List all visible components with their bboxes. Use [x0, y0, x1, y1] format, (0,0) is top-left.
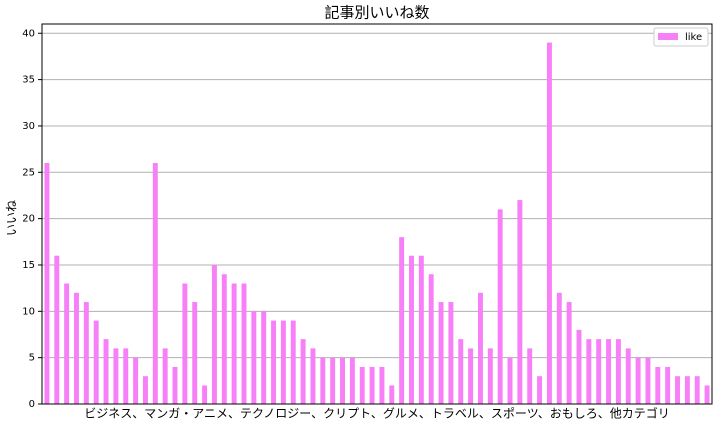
bar — [458, 339, 464, 404]
bar — [399, 237, 405, 404]
y-axis-label: いいね — [5, 200, 19, 236]
bar — [330, 357, 336, 404]
bar — [261, 311, 267, 404]
bar — [379, 366, 385, 404]
bar — [497, 209, 503, 404]
bar — [113, 348, 119, 404]
x-axis-label: ビジネス、マンガ・アニメ、テクノロジー、クリプト、グルメ、トラベル、スポーツ、お… — [84, 406, 670, 421]
bar — [517, 200, 523, 404]
bar — [221, 274, 227, 404]
bar — [615, 339, 621, 404]
bar — [596, 339, 602, 404]
bar — [349, 357, 355, 404]
bar — [487, 348, 493, 404]
y-tick-label: 35 — [22, 75, 35, 86]
bar — [655, 366, 661, 404]
bar — [675, 376, 680, 404]
bar — [320, 357, 326, 404]
bar — [231, 283, 237, 404]
bar — [310, 348, 316, 404]
bar — [684, 376, 690, 404]
bar — [44, 163, 50, 404]
bar — [359, 366, 365, 404]
bar — [606, 339, 612, 404]
bar — [83, 302, 89, 404]
bar — [172, 366, 178, 404]
bar — [389, 385, 395, 404]
y-tick-label: 25 — [22, 167, 35, 178]
bar — [665, 366, 671, 404]
bar — [142, 376, 148, 404]
y-tick-label: 10 — [22, 306, 35, 317]
y-tick-label: 15 — [22, 260, 35, 271]
bar — [251, 311, 257, 404]
bar — [507, 357, 513, 404]
bar — [477, 292, 483, 404]
bar — [566, 302, 572, 404]
bar — [64, 283, 70, 404]
bar — [280, 320, 286, 404]
bar — [290, 320, 296, 404]
bar — [202, 385, 208, 404]
y-tick-label: 5 — [29, 353, 35, 364]
bar — [54, 255, 60, 404]
bar — [586, 339, 592, 404]
bar — [576, 329, 582, 404]
bar — [182, 283, 188, 404]
y-tick-label: 30 — [22, 121, 35, 132]
bar — [103, 339, 109, 404]
bar — [448, 302, 454, 404]
y-tick-label: 20 — [22, 214, 35, 225]
bar — [300, 339, 306, 404]
bar — [556, 292, 562, 404]
bar — [468, 348, 474, 404]
bar — [527, 348, 533, 404]
bar — [241, 283, 247, 404]
bar — [694, 376, 700, 404]
bar — [635, 357, 641, 404]
bar — [546, 42, 552, 404]
chart-title: 記事別いいね数 — [324, 4, 429, 22]
bar — [152, 163, 158, 404]
bar — [192, 302, 198, 404]
bar — [133, 357, 139, 404]
bar — [123, 348, 129, 404]
legend-box — [653, 27, 709, 47]
bar — [418, 255, 424, 404]
bar — [428, 274, 434, 404]
bar — [409, 255, 414, 404]
y-tick-label: 0 — [29, 399, 35, 410]
bar — [537, 376, 543, 404]
bar — [369, 366, 375, 404]
bar — [93, 320, 99, 404]
bar — [438, 302, 444, 404]
bar — [162, 348, 168, 404]
bar — [211, 264, 217, 404]
bar — [704, 385, 710, 404]
bar — [340, 357, 345, 404]
bar — [625, 348, 631, 404]
bar — [271, 320, 277, 404]
legend-label: like — [685, 32, 702, 43]
y-tick-label: 40 — [22, 28, 35, 39]
plot-frame — [41, 23, 713, 405]
legend-swatch — [658, 33, 678, 40]
bar — [645, 357, 651, 404]
bar — [74, 292, 79, 404]
